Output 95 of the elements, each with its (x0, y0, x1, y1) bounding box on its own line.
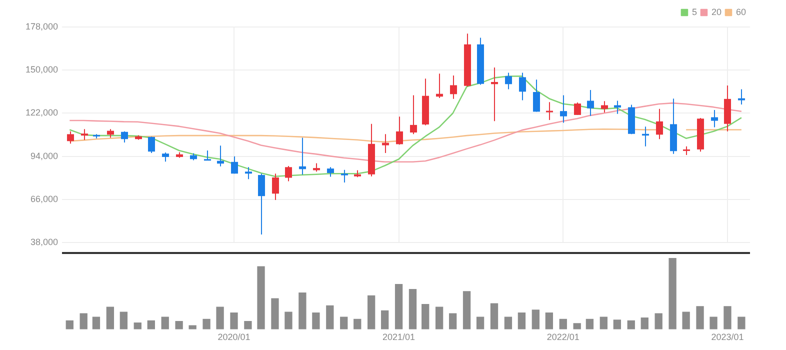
bar (326, 305, 334, 330)
bar (448, 313, 457, 330)
candlestick (396, 116, 403, 146)
bar (668, 258, 676, 330)
bar (627, 320, 635, 330)
candlestick (272, 173, 279, 200)
bar (120, 312, 128, 330)
candlestick (327, 166, 334, 178)
bar (134, 322, 142, 330)
bar (724, 306, 732, 330)
bar (408, 289, 417, 330)
candlestick (258, 173, 265, 235)
candlestick (601, 100, 608, 113)
bar (381, 310, 389, 330)
candlestick (450, 75, 457, 100)
bar (106, 306, 114, 330)
bar (738, 316, 746, 330)
bar (271, 298, 279, 330)
bar (368, 295, 376, 330)
candlestick (587, 89, 594, 116)
bar (710, 316, 718, 330)
bar (147, 320, 155, 330)
bar (175, 321, 183, 330)
bar (435, 306, 444, 330)
candlestick (519, 72, 526, 101)
candlestick (574, 102, 581, 116)
x-tick-label: 2021/01 (382, 332, 416, 342)
bar (66, 320, 74, 330)
candlestick (614, 100, 621, 114)
bar (532, 310, 540, 330)
bar (244, 321, 252, 330)
candlestick (231, 156, 238, 174)
bar (573, 323, 581, 330)
candlestick (505, 72, 512, 90)
candlestick (162, 152, 169, 162)
candlestick (436, 73, 443, 98)
y-tick-label: 150,000 (25, 64, 58, 75)
bar (202, 318, 210, 330)
bar (504, 316, 512, 330)
y-tick-label: 94,000 (30, 150, 58, 161)
y-tick-label: 122,000 (25, 108, 58, 118)
bar (518, 312, 526, 330)
candlestick (656, 108, 663, 140)
bar (559, 318, 567, 330)
bar (640, 317, 648, 330)
bar (161, 316, 169, 330)
candlestick (285, 166, 292, 182)
candlestick (121, 130, 128, 143)
legend-label: 20 (711, 6, 722, 17)
bar (394, 284, 403, 330)
bar (298, 292, 306, 330)
candlestick (711, 110, 718, 128)
legend-label: 60 (736, 6, 746, 17)
candlestick (546, 102, 553, 121)
candlestick (217, 145, 224, 167)
candlestick (491, 67, 498, 122)
bar (312, 312, 320, 330)
x-tick-label: 2023/01 (711, 332, 744, 342)
bar (600, 316, 608, 330)
candlestick (299, 137, 306, 176)
bar (476, 316, 484, 330)
bar (216, 306, 224, 330)
bar (682, 312, 690, 330)
x-tick-label: 2020/01 (218, 332, 250, 342)
bar (80, 313, 88, 330)
bar (462, 291, 471, 330)
candlestick (738, 88, 745, 105)
bar (545, 312, 554, 330)
bar (586, 318, 594, 330)
candlestick (245, 166, 252, 180)
bar (340, 316, 348, 330)
bar (613, 320, 622, 330)
candlestick (410, 94, 417, 135)
bar (92, 316, 100, 330)
x-tick-label: 2022/01 (546, 332, 580, 342)
bar (284, 312, 292, 330)
bar (696, 306, 704, 330)
candlestick (148, 136, 155, 154)
bar (257, 266, 265, 330)
bar (354, 318, 362, 330)
bar (230, 312, 238, 330)
candlestick (341, 169, 348, 184)
y-tick-label: 178,000 (25, 21, 58, 32)
y-tick-label: 66,000 (30, 194, 58, 204)
legend-label: 5 (692, 6, 697, 17)
candlestick (81, 128, 88, 141)
candlestick (382, 134, 389, 154)
y-tick-label: 38,000 (30, 237, 58, 248)
bar (654, 313, 662, 330)
bar (422, 304, 430, 330)
bar (188, 325, 196, 330)
candlestick (533, 79, 540, 112)
bar (490, 303, 498, 330)
candlestick (560, 94, 567, 124)
candlestick (67, 130, 74, 144)
